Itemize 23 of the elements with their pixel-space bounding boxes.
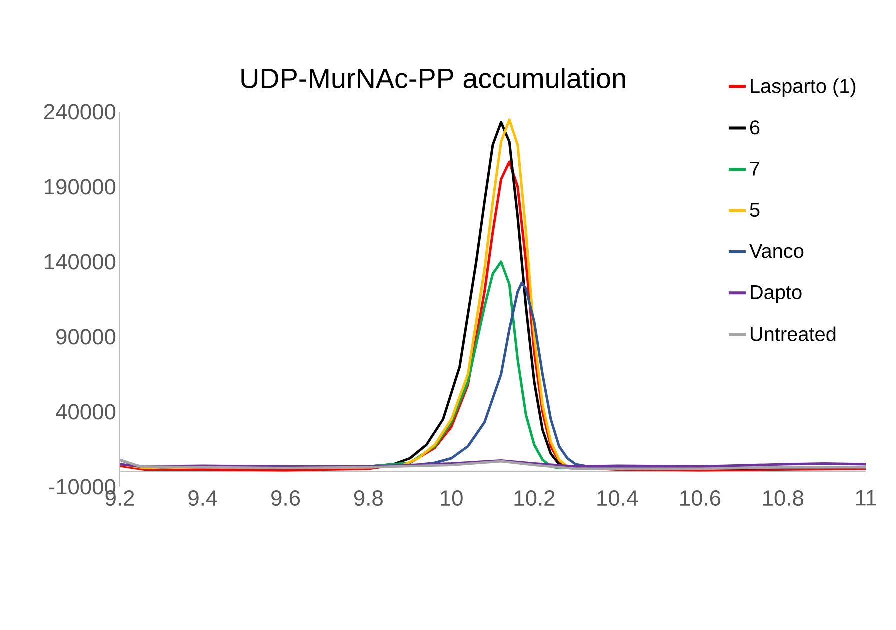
legend-label: Lasparto (1): [751, 78, 856, 98]
y-tick-label: 90000: [56, 329, 116, 345]
x-tick-label: 10.6: [680, 490, 721, 506]
x-tick-label: 9.8: [354, 490, 383, 506]
x-tick-label: 9.6: [272, 490, 300, 506]
legend-label: Dapto: [751, 286, 802, 304]
legend-label: 7: [750, 162, 760, 176]
x-tick-label: 10.2: [514, 490, 555, 506]
legend-label: Untreated: [750, 326, 836, 342]
line-series: [120, 458, 866, 470]
legend-label: Vanco: [750, 244, 804, 258]
x-tick-label: 11: [856, 490, 876, 506]
x-tick-label: 10: [441, 490, 463, 506]
y-tick-label: 240000: [44, 104, 116, 120]
legend-label: 6: [750, 120, 760, 135]
chart-title: UDP-MurNAc-PP accumulation: [242, 68, 626, 88]
y-tick-label: 140000: [45, 254, 116, 270]
x-tick-label: 9.4: [188, 490, 218, 506]
legend-label: 5: [750, 203, 760, 218]
y-tick-label: 40000: [56, 404, 116, 420]
y-tick-label: 190000: [45, 179, 116, 195]
x-tick-label: 10.4: [598, 490, 638, 506]
x-tick-label: 10.8: [763, 490, 804, 506]
